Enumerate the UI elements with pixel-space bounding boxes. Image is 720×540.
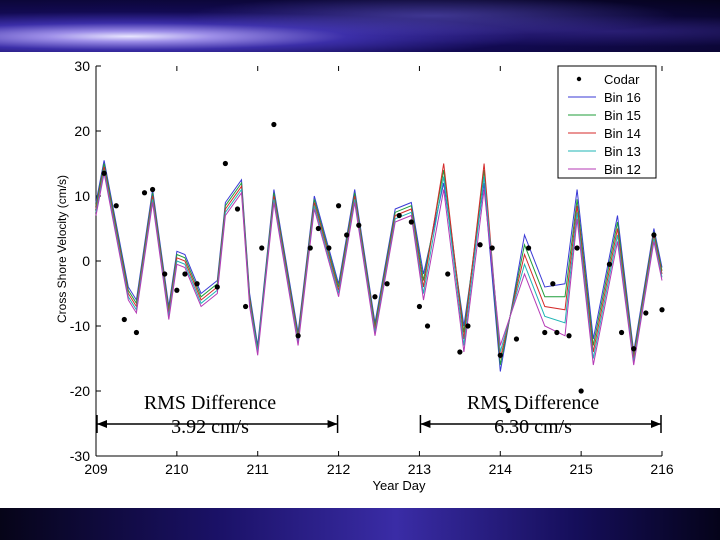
codar-point	[566, 333, 572, 339]
codar-point	[424, 323, 431, 329]
codar-point	[574, 245, 580, 251]
x-axis-label: Year Day	[373, 478, 426, 493]
codar-point	[618, 329, 625, 336]
codar-point	[326, 245, 332, 251]
codar-point	[295, 333, 301, 339]
codar-point	[554, 329, 560, 336]
x-tick-label: 214	[489, 461, 513, 477]
x-tick-label: 209	[84, 461, 108, 477]
codar-point	[174, 287, 180, 293]
rms-annotation-1-title: RMS Difference	[143, 392, 277, 414]
rms-annotation-2-value: 6.30 cm/s	[494, 416, 572, 438]
codar-point	[315, 225, 321, 232]
x-tick-label: 212	[327, 461, 351, 477]
codar-point	[631, 346, 637, 352]
legend-label: Bin 16	[604, 90, 641, 105]
codar-point	[121, 316, 127, 323]
codar-point	[651, 232, 657, 238]
x-tick-label: 215	[569, 461, 593, 477]
codar-point	[133, 329, 140, 336]
legend-label: Codar	[604, 72, 640, 87]
codar-point	[344, 232, 350, 238]
codar-point	[542, 329, 548, 336]
rms-annotation-1: RMS Difference 3.92 cm/s	[118, 391, 302, 439]
codar-point	[141, 190, 148, 196]
codar-point	[150, 186, 156, 193]
x-tick-label: 211	[247, 461, 270, 477]
codar-point	[234, 206, 241, 212]
legend-label: Bin 15	[604, 108, 641, 123]
rms-bracket-1	[96, 415, 339, 433]
codar-point	[465, 323, 471, 329]
codar-point	[408, 219, 414, 225]
codar-point	[659, 307, 665, 313]
codar-point	[513, 336, 520, 342]
codar-point	[335, 203, 342, 209]
codar-point	[101, 170, 107, 176]
legend-label: Bin 14	[604, 126, 641, 141]
legend-label: Bin 13	[604, 144, 641, 159]
chart-plate: 209 210 211 212 213 214 215 216 30 20 10 0 -10 -20 -30…	[0, 52, 720, 508]
series-line-bin-12	[95, 173, 663, 366]
codar-point	[182, 271, 188, 277]
arrow-head-right	[651, 420, 661, 428]
arrow-head-left	[420, 420, 431, 428]
codar-point	[606, 261, 613, 267]
x-tick-label: 210	[165, 461, 189, 477]
codar-point	[489, 245, 495, 251]
codar-point	[372, 294, 378, 300]
rms-bracket-2	[419, 415, 662, 433]
codar-point	[525, 245, 532, 251]
x-tick-label: 216	[650, 461, 674, 477]
slide-footer-background	[0, 508, 720, 540]
y-tick-label: 30	[74, 58, 90, 74]
rms-annotation-2: RMS Difference 6.30 cm/s	[441, 391, 625, 439]
y-tick-label: -20	[70, 383, 90, 399]
codar-point	[242, 303, 249, 310]
slide-header-background	[0, 0, 720, 52]
codar-point	[505, 407, 511, 414]
legend-marker	[576, 76, 582, 82]
y-tick-label: 10	[74, 188, 90, 204]
legend-label: Bin 12	[604, 162, 641, 177]
codar-point	[271, 121, 277, 128]
codar-point	[416, 303, 423, 310]
legend-box	[557, 65, 657, 179]
codar-point	[194, 281, 200, 287]
codar-point	[214, 284, 220, 290]
codar-point	[162, 271, 168, 277]
x-tick-label: 213	[408, 461, 432, 477]
codar-point	[457, 349, 463, 355]
codar-point	[222, 160, 228, 167]
arrow-head-right	[327, 420, 338, 428]
codar-point	[396, 212, 402, 219]
y-tick-label: -10	[70, 318, 90, 334]
y-axis-label: Cross Shore Velocity (cm/s)	[55, 175, 69, 323]
legend: Codar Bin 16 Bin 15 Bin 14 Bin 13 Bin 12	[557, 65, 657, 179]
chart-svg: 209 210 211 212 213 214 215 216 30 20 10 0 -10 -20 -30…	[55, 58, 674, 493]
y-tick-label: 20	[74, 123, 90, 139]
codar-point	[643, 310, 649, 316]
codar-point	[445, 271, 451, 277]
codar-point	[384, 281, 390, 287]
rms-annotation-2-title: RMS Difference	[466, 392, 600, 414]
codar-point	[578, 388, 584, 394]
codar-point	[550, 281, 556, 287]
y-tick-label: -30	[70, 448, 90, 464]
y-tick-label: 0	[82, 253, 90, 269]
codar-point	[356, 222, 362, 228]
codar-point	[497, 352, 503, 358]
codar-point	[113, 203, 119, 209]
codar-point	[259, 245, 265, 251]
codar-point	[307, 245, 313, 251]
rms-annotation-1-value: 3.92 cm/s	[171, 416, 249, 438]
codar-point	[477, 242, 483, 248]
arrow-head-left	[97, 420, 107, 428]
